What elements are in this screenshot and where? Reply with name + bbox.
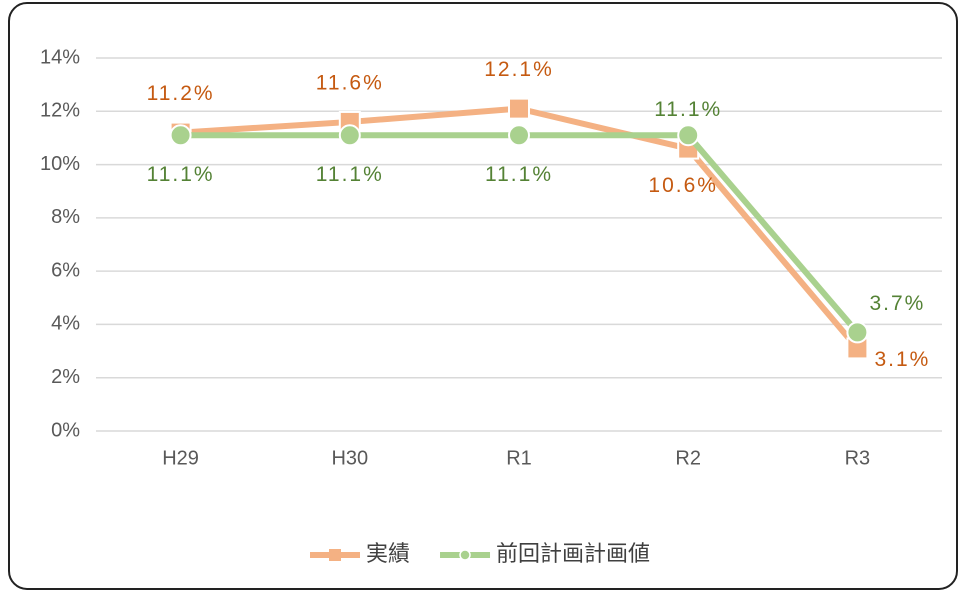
- marker: [677, 124, 700, 147]
- legend-marker: [329, 549, 341, 561]
- marker: [846, 321, 869, 344]
- data-label: 3.1%: [874, 348, 930, 371]
- data-label: 11.1%: [654, 98, 722, 121]
- marker: [508, 97, 530, 120]
- y-tick-label: 4%: [51, 313, 80, 335]
- marker: [338, 124, 361, 147]
- data-label: 11.1%: [147, 163, 215, 186]
- legend-label: 前回計画計画値: [496, 541, 650, 566]
- data-label: 10.6%: [648, 174, 718, 197]
- x-tick-label: H29: [162, 447, 199, 469]
- marker: [169, 124, 192, 147]
- data-label: 11.2%: [147, 82, 215, 105]
- y-tick-label: 6%: [51, 259, 80, 281]
- legend-marker: [459, 549, 471, 561]
- y-tick-label: 12%: [40, 100, 80, 122]
- x-tick-label: R3: [845, 447, 871, 469]
- y-tick-label: 14%: [40, 46, 80, 68]
- x-tick-label: R2: [675, 447, 701, 469]
- data-label: 11.1%: [485, 163, 553, 186]
- y-tick-label: 10%: [40, 153, 80, 175]
- chart-frame: [8, 2, 958, 590]
- y-tick-label: 0%: [51, 419, 80, 441]
- x-tick-label: R1: [506, 447, 532, 469]
- data-label: 11.6%: [316, 71, 384, 94]
- y-tick-label: 2%: [51, 366, 80, 388]
- data-label: 3.7%: [869, 292, 925, 315]
- legend-label: 実績: [366, 541, 410, 566]
- marker: [508, 124, 530, 147]
- data-label: 11.1%: [316, 163, 384, 186]
- x-tick-label: H30: [331, 447, 368, 469]
- y-tick-label: 8%: [51, 206, 80, 228]
- data-label: 12.1%: [484, 58, 554, 81]
